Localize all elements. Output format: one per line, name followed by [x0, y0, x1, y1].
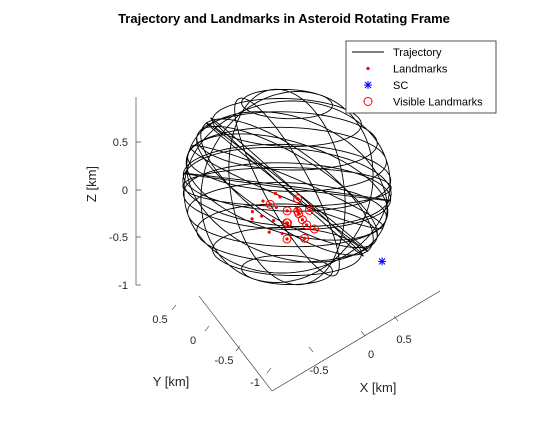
z-axis-label: Z [km] [84, 166, 99, 202]
visible-landmark-marker [309, 224, 319, 234]
landmark-point [305, 223, 309, 227]
visible-landmarks-series [265, 194, 319, 244]
sc-marker [378, 257, 387, 266]
visible-landmark-marker [282, 218, 292, 228]
y-tick-mark [235, 345, 241, 352]
landmark-point [285, 221, 289, 225]
x-tick-mark [360, 330, 366, 337]
visible-landmark-marker [304, 205, 314, 215]
y-tick-mark [171, 304, 177, 311]
landmark-point [307, 208, 311, 212]
y-tick-label: -1 [250, 377, 260, 389]
visible-landmark-marker [282, 234, 292, 244]
landmark-point [250, 210, 255, 214]
visible-landmark-marker [293, 206, 303, 216]
legend-box [345, 40, 497, 114]
legend-entry: Visible Landmarks [363, 97, 483, 109]
legend: Trajectory Landmarks SC Visible Landmarks [345, 40, 497, 114]
visible-landmark-marker [282, 206, 292, 216]
landmark-point [285, 209, 289, 213]
legend-asterisk-swatch [364, 81, 372, 89]
landmark-point [268, 202, 272, 206]
landmark-point [250, 217, 254, 221]
landmark-point [267, 230, 271, 234]
y-axis-line [198, 295, 273, 392]
y-tick-mark [266, 367, 272, 374]
visible-landmark-marker [293, 194, 303, 204]
legend-dot-swatch [366, 66, 370, 71]
visible-landmark-marker [300, 233, 310, 243]
y-tick-label: 0.5 [152, 314, 167, 326]
sc-series [378, 257, 387, 266]
trajectory-series [182, 88, 392, 286]
landmark-point [296, 197, 300, 201]
landmark-point [274, 205, 278, 209]
visible-landmark-marker [302, 220, 312, 230]
legend-entry: Trajectory [352, 47, 442, 59]
landmark-point [300, 218, 304, 222]
z-tick-label: -1 [118, 280, 128, 292]
landmark-point [260, 214, 264, 218]
x-tick-mark [308, 346, 314, 353]
legend-circle-swatch [363, 97, 373, 106]
landmarks-series [250, 191, 317, 241]
landmark-point [285, 237, 289, 241]
legend-label: Visible Landmarks [393, 97, 483, 109]
x-tick-label: 0.5 [396, 334, 411, 346]
x-tick-label: -0.5 [310, 365, 329, 377]
legend-label: Trajectory [393, 47, 442, 59]
z-tick-label: 0 [122, 185, 128, 197]
axes: 0.5 0 -0.5 -1 -1 -0.5 0 0.5 -0.5 0 0.5 [109, 97, 441, 392]
trajectory-line [182, 88, 392, 286]
chart-title: Trajectory and Landmarks in Asteroid Rot… [118, 11, 450, 26]
legend-label: Landmarks [393, 64, 448, 76]
landmark-point [272, 218, 276, 223]
y-tick-label: -0.5 [215, 355, 234, 367]
y-axis-label: Y [km] [153, 374, 190, 389]
landmark-point [280, 231, 284, 236]
visible-landmark-marker [265, 199, 275, 209]
landmark-point [303, 236, 307, 240]
landmark-point [296, 209, 300, 213]
legend-label: SC [393, 80, 408, 92]
x-axis-label: X [km] [360, 380, 397, 395]
y-tick-mark [204, 325, 210, 332]
x-tick-mark [393, 315, 399, 322]
z-tick-label: 0.5 [113, 137, 128, 149]
legend-entry: SC [364, 80, 408, 92]
landmark-point [312, 227, 317, 231]
landmark-point [278, 195, 282, 199]
landmark-point [273, 191, 278, 196]
x-axis-line [271, 290, 441, 392]
visible-landmark-marker [297, 215, 307, 225]
legend-entry: Landmarks [366, 64, 448, 76]
z-tick-label: -0.5 [109, 232, 128, 244]
x-tick-label: 0 [368, 349, 374, 361]
landmark-point [261, 199, 265, 203]
y-tick-label: 0 [190, 335, 196, 347]
